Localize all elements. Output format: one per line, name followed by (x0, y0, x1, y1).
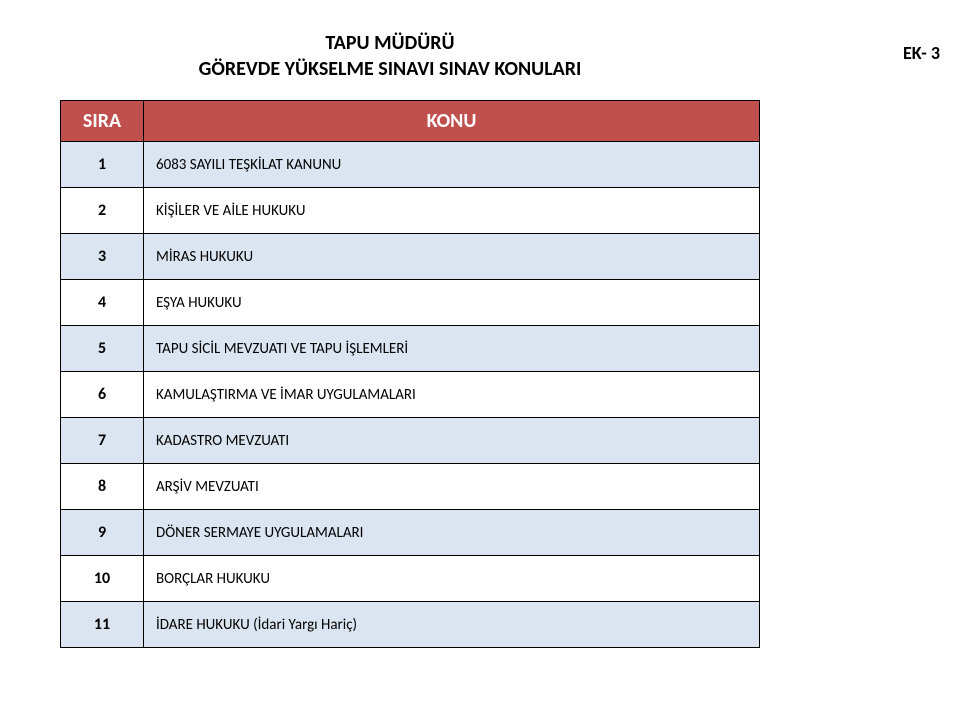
cell-konu: KİŞİLER VE AİLE HUKUKU (144, 188, 760, 234)
cell-sira: 9 (61, 510, 144, 556)
cell-sira: 2 (61, 188, 144, 234)
cell-sira: 3 (61, 234, 144, 280)
table-row: 5 TAPU SİCİL MEVZUATI VE TAPU İŞLEMLERİ (61, 326, 760, 372)
cell-konu: İDARE HUKUKU (İdari Yargı Hariç) (144, 602, 760, 648)
title-line-1: TAPU MÜDÜRÜ (150, 30, 630, 56)
cell-sira: 7 (61, 418, 144, 464)
cell-konu: BORÇLAR HUKUKU (144, 556, 760, 602)
cell-konu: DÖNER SERMAYE UYGULAMALARI (144, 510, 760, 556)
cell-konu: MİRAS HUKUKU (144, 234, 760, 280)
cell-sira: 11 (61, 602, 144, 648)
cell-konu: KAMULAŞTIRMA VE İMAR UYGULAMALARI (144, 372, 760, 418)
cell-sira: 5 (61, 326, 144, 372)
cell-sira: 4 (61, 280, 144, 326)
table-header-row: SIRA KONU (61, 101, 760, 142)
table-row: 9 DÖNER SERMAYE UYGULAMALARI (61, 510, 760, 556)
table-row: 3 MİRAS HUKUKU (61, 234, 760, 280)
table-row: 1 6083 SAYILI TEŞKİLAT KANUNU (61, 142, 760, 188)
table-row: 10 BORÇLAR HUKUKU (61, 556, 760, 602)
table-row: 6 KAMULAŞTIRMA VE İMAR UYGULAMALARI (61, 372, 760, 418)
document-title: TAPU MÜDÜRÜ GÖREVDE YÜKSELME SINAVI SINA… (150, 30, 630, 82)
topics-table: SIRA KONU 1 6083 SAYILI TEŞKİLAT KANUNU … (60, 100, 760, 648)
page-label: EK- 3 (903, 42, 940, 64)
cell-sira: 1 (61, 142, 144, 188)
table-row: 2 KİŞİLER VE AİLE HUKUKU (61, 188, 760, 234)
table-row: 8 ARŞİV MEVZUATI (61, 464, 760, 510)
table-row: 11 İDARE HUKUKU (İdari Yargı Hariç) (61, 602, 760, 648)
table-row: 4 EŞYA HUKUKU (61, 280, 760, 326)
cell-konu: ARŞİV MEVZUATI (144, 464, 760, 510)
cell-sira: 10 (61, 556, 144, 602)
title-line-2: GÖREVDE YÜKSELME SINAVI SINAV KONULARI (150, 56, 630, 82)
cell-sira: 8 (61, 464, 144, 510)
header-konu: KONU (144, 101, 760, 142)
cell-konu: EŞYA HUKUKU (144, 280, 760, 326)
cell-konu: 6083 SAYILI TEŞKİLAT KANUNU (144, 142, 760, 188)
cell-konu: KADASTRO MEVZUATI (144, 418, 760, 464)
table-row: 7 KADASTRO MEVZUATI (61, 418, 760, 464)
header-sira: SIRA (61, 101, 144, 142)
cell-konu: TAPU SİCİL MEVZUATI VE TAPU İŞLEMLERİ (144, 326, 760, 372)
cell-sira: 6 (61, 372, 144, 418)
